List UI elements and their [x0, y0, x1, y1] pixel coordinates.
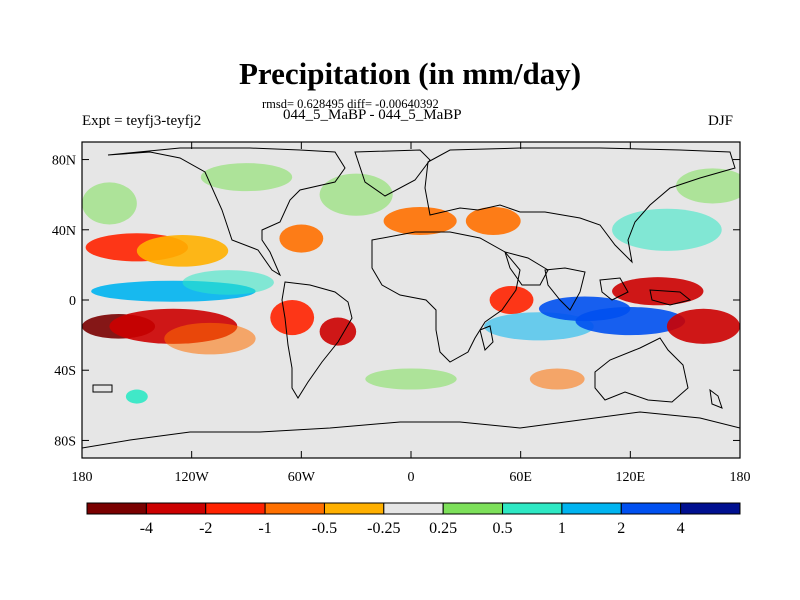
coastline-australia: [594, 337, 689, 403]
anomaly-region-18: [575, 307, 686, 336]
anomaly-region-10: [270, 300, 315, 336]
lat-tick-label: 40S: [54, 364, 76, 379]
lat-axis: 80N 40N 0 40S 80S: [52, 154, 740, 449]
coastline-north-america: [107, 147, 346, 277]
coastline-new-zealand: [709, 388, 723, 409]
anomaly-region-7: [182, 270, 274, 295]
coastline-eurasia: [424, 147, 736, 264]
anomaly-region-19: [612, 277, 704, 306]
anomaly-region-23: [529, 368, 585, 390]
anomaly-region-4: [136, 235, 229, 267]
anomaly-region-14: [465, 206, 521, 236]
anomaly-region-9: [279, 224, 324, 253]
colorbar-label: 2: [617, 520, 625, 537]
colorbar-label: 1: [558, 520, 566, 537]
lon-tick-label: 180: [730, 470, 751, 485]
anomaly-region-13: [383, 206, 457, 236]
period-label: 044_5_MaBP - 044_5_MaBP: [283, 107, 462, 123]
colorbar-label: 0.5: [493, 520, 513, 537]
colorbar-swatch: [86, 502, 147, 515]
anomaly-region-2: [164, 322, 256, 355]
coastline-antarctica: [82, 411, 740, 449]
colorbar-label: 0.25: [429, 520, 457, 537]
anomaly-layer: [82, 163, 740, 404]
lon-tick-label: 120E: [616, 470, 646, 485]
colorbar-swatch: [383, 502, 444, 515]
lon-tick-label: 0: [408, 470, 415, 485]
lon-tick-label: 60E: [509, 470, 532, 485]
anomaly-region-5: [82, 182, 137, 225]
coastline-borneo: [599, 277, 629, 301]
lon-tick-label: 180: [72, 470, 93, 485]
colorbar-label: 4: [677, 520, 685, 537]
coastline-madagascar: [479, 325, 494, 351]
colorbar-swatch: [323, 502, 385, 515]
season-label: DJF: [708, 113, 734, 129]
plot-title: Precipitation (in mm/day): [238, 56, 582, 91]
coastline-hawaii: [92, 384, 113, 393]
lon-tick-label: 120W: [175, 470, 210, 485]
colorbar-swatch: [680, 502, 741, 515]
anomaly-region-12: [319, 173, 393, 216]
lat-tick-label: 40N: [52, 224, 76, 239]
lat-tick-label: 80S: [54, 434, 76, 449]
colorbar-swatch: [442, 502, 504, 515]
colorbar-swatch: [145, 502, 207, 515]
colorbar-label: -1: [258, 520, 271, 537]
lat-tick-label: 80N: [52, 154, 76, 169]
lon-tick-label: 60W: [288, 470, 316, 485]
colorbar-label: -0.5: [312, 520, 337, 537]
lon-axis: 180 120W 60W 0 60E 120E 180: [72, 142, 751, 485]
lat-tick-label: 0: [69, 294, 76, 309]
experiment-label: Expt = teyfj3-teyfj2: [82, 113, 202, 129]
anomaly-region-15: [489, 285, 534, 315]
anomaly-region-21: [612, 208, 722, 251]
colorbar-label: -4: [140, 520, 153, 537]
colorbar: -4 -2 -1 -0.5 -0.25 0.25 0.5 1 2 4: [86, 502, 741, 537]
colorbar-swatch: [264, 502, 325, 515]
coastline-india: [544, 267, 586, 311]
coastline-new-guinea: [649, 289, 692, 306]
coastline-africa: [371, 231, 521, 363]
colorbar-swatch: [561, 502, 622, 515]
colorbar-label: -0.25: [367, 520, 400, 537]
coastline-arabia: [504, 251, 549, 286]
anomaly-region-22: [676, 168, 740, 204]
coastlines: [82, 147, 740, 449]
stats-label: rmsd= 0.628495 diff= -0.00640392: [262, 97, 439, 111]
colorbar-swatch: [502, 502, 563, 515]
coastline-greenland: [354, 149, 431, 197]
anomaly-region-25: [125, 389, 148, 404]
anomaly-region-11: [319, 317, 357, 346]
coastline-south-america: [281, 281, 353, 399]
colorbar-swatch: [620, 502, 682, 515]
anomaly-region-8: [200, 163, 293, 192]
anomaly-region-24: [365, 368, 457, 390]
colorbar-swatch: [205, 502, 266, 515]
colorbar-label: -2: [199, 520, 212, 537]
anomaly-region-20: [666, 308, 740, 344]
